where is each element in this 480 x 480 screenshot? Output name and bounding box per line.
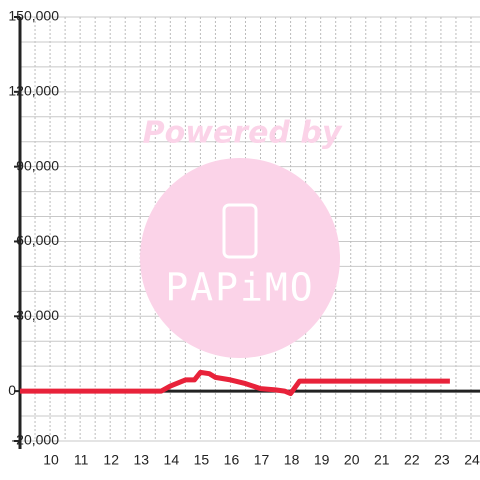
x-tick-label: 11	[74, 452, 89, 468]
y-tick-label: 60,000	[16, 232, 59, 248]
y-tick-label: -20,000	[12, 432, 60, 448]
data-line	[20, 369, 450, 397]
x-tick-label: 20	[344, 452, 360, 468]
x-tick-label: 12	[103, 452, 119, 468]
x-tick-label: 14	[164, 452, 180, 468]
x-tick-label: 17	[254, 452, 270, 468]
x-tick-label: 10	[43, 452, 59, 468]
x-tick-label: 19	[314, 452, 330, 468]
phone-icon	[222, 203, 258, 259]
watermark-text: Powered by	[143, 116, 343, 151]
watermark: Powered by PAPiMO	[140, 116, 343, 358]
logo-text: PAPiMO	[165, 266, 314, 310]
y-tick-label: 120,000	[8, 83, 59, 99]
y-tick-label: 30,000	[16, 307, 59, 323]
y-tick-label: 90,000	[16, 157, 59, 173]
x-tick-label: 21	[374, 452, 390, 468]
y-tick-label: 150,000	[8, 8, 59, 24]
x-tick-label: 22	[404, 452, 420, 468]
x-tick-label: 24	[464, 452, 480, 468]
x-tick-label: 13	[133, 452, 149, 468]
x-tick-label: 23	[434, 452, 450, 468]
y-tick-label: 0	[8, 382, 16, 398]
x-tick-label: 15	[194, 452, 210, 468]
x-tick-label: 16	[224, 452, 240, 468]
x-tick-label: 18	[284, 452, 300, 468]
